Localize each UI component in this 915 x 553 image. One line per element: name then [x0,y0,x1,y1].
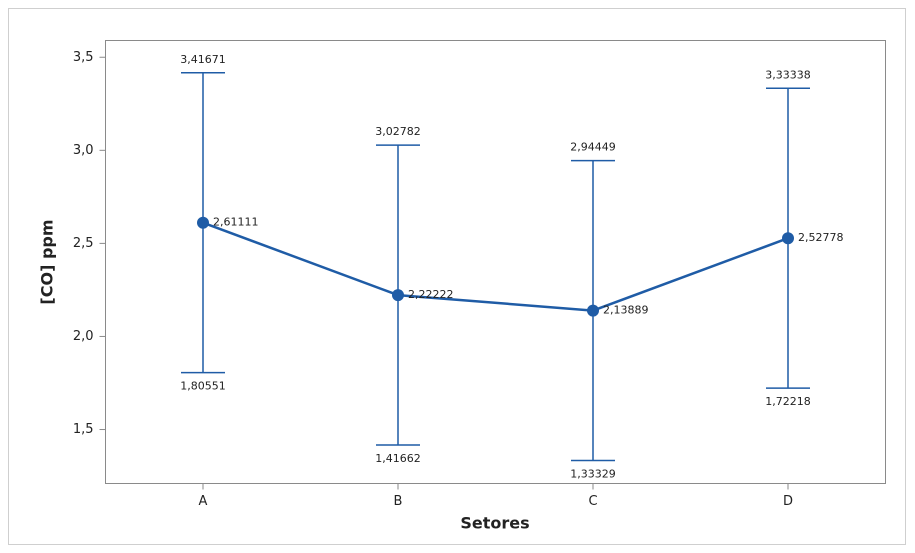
lower-label: 1,72218 [765,395,811,408]
mean-point [587,304,599,317]
mean-point [197,216,209,229]
mean-label: 2,61111 [213,216,259,229]
y-tick-label: 1,5 [73,422,94,437]
y-axis-title: [CO] ppm [38,219,57,304]
y-tick-label: 3,5 [73,50,94,65]
x-tick-label: C [588,494,597,509]
upper-label: 3,02782 [375,125,421,138]
lower-label: 1,80551 [180,380,226,393]
y-tick-label: 3,0 [73,143,94,158]
mean-label: 2,22222 [408,288,454,301]
upper-label: 3,33338 [765,68,811,81]
mean-label: 2,13889 [603,304,649,317]
x-tick-label: A [199,494,208,509]
y-tick-label: 2,5 [73,236,94,251]
x-axis-title: Setores [460,514,529,533]
plot-frame [105,40,886,484]
upper-label: 3,41671 [180,53,226,66]
x-tick-label: B [394,494,403,509]
chart-frame [8,8,906,545]
mean-label: 2,52778 [798,231,844,244]
upper-label: 2,94449 [570,141,616,154]
mean-line [202,221,789,312]
y-tick-label: 2,0 [73,329,94,344]
lower-label: 1,33329 [570,468,616,481]
lower-label: 1,41662 [375,452,421,465]
x-tick-label: D [783,494,793,509]
mean-point [392,289,404,302]
mean-point [782,232,794,245]
